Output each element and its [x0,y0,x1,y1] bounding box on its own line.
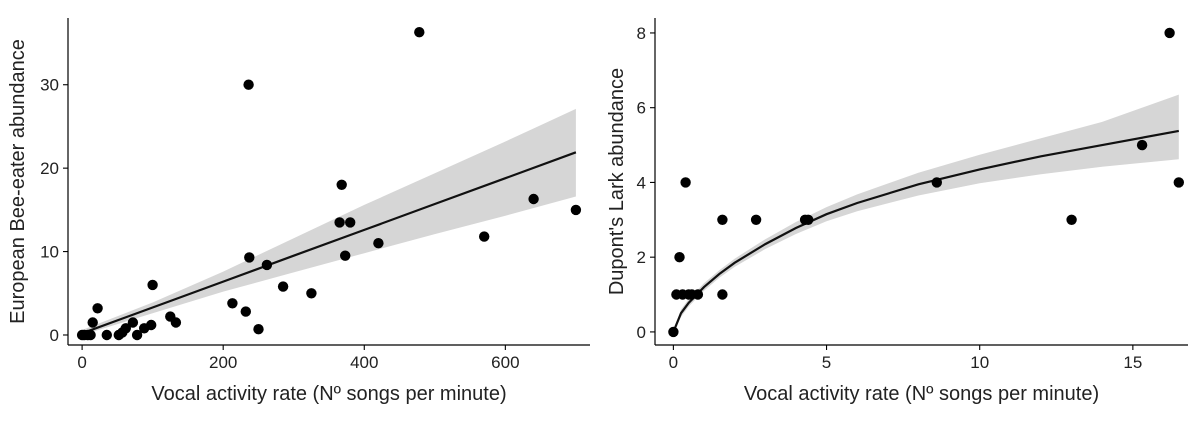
bee-eater-data-point [240,306,251,317]
dupont-lark-data-point [1136,139,1148,151]
bee-eater-data-point [92,303,103,314]
bee-eater-data-point [261,259,273,271]
bee-eater-data-point [243,79,254,90]
bee-eater-data-point [101,329,113,341]
bee-eater-x-axis-title: Vocal activity rate (Nº songs per minute… [151,383,506,405]
dupont-lark-data-point [674,252,685,263]
dupont-lark-data-point [1164,27,1175,39]
dupont-lark-ci-band [673,94,1179,332]
bee-eater-fit-curve [81,151,577,335]
dupont-lark-data-point [1066,214,1077,225]
bee-eater-data-point [227,298,238,309]
dupont-lark-panel: 0 5 10 15 0 2 4 6 8 Vocal activity rate (Nº song… [606,18,1188,405]
bee-eater-y-tick-label: 0 [50,326,59,345]
bee-eater-data-point [87,317,98,328]
bee-eater-data-point [120,323,131,334]
bee-eater-y-tick-label: 10 [40,243,59,262]
dupont-lark-x-axis-title: Vocal activity rate (Nº songs per minute… [744,383,1099,405]
dupont-lark-confidence-band [673,94,1179,332]
bee-eater-data-point [528,193,539,205]
dupont-lark-x-tick-label: 0 [669,353,678,372]
bee-eater-data-point [170,317,182,328]
dupont-lark-axes: 0 5 10 15 0 2 4 6 8 [637,18,1188,372]
dupont-lark-data-point [803,214,814,225]
dupont-lark-data-point [931,177,942,188]
bee-eater-x-tick-label: 600 [491,353,519,372]
bee-eater-data-point [336,179,347,190]
dupont-lark-data-point [680,177,691,188]
dupont-lark-data-point [1173,177,1185,188]
bee-eater-data-point [479,231,490,242]
dupont-lark-data-point [750,214,762,225]
dupont-lark-data-point [692,289,704,300]
bee-eater-x-tick-label: 0 [77,353,86,372]
bee-eater-x-tick-label: 200 [209,353,237,372]
dupont-lark-x-tick-label: 5 [822,353,831,372]
bee-eater-confidence-band [82,108,576,336]
dupont-lark-y-tick-label: 4 [637,173,646,192]
dupont-lark-x-tick-label: 10 [970,353,989,372]
bee-eater-data-point [414,27,425,38]
bee-eater-data-point [253,324,264,335]
bee-eater-data-point [570,204,582,216]
bee-eater-data-point [127,317,139,328]
bee-eater-x-tick-label: 400 [350,353,378,372]
bee-eater-y-axis-title: European Bee-eater abundance [7,39,29,324]
bee-eater-y-tick-label: 30 [40,76,59,95]
dupont-lark-y-tick-label: 6 [637,99,646,118]
bee-eater-data-point [146,319,157,331]
bee-eater-data-point [244,252,255,263]
dupont-lark-points [668,27,1185,338]
bee-eater-y-tick-label: 20 [40,159,59,178]
bee-eater-data-point [373,238,384,249]
bee-eater-data-point [340,250,351,261]
dupont-lark-x-tick-label: 15 [1123,353,1142,372]
dupont-lark-y-tick-label: 8 [637,24,646,43]
bee-eater-data-point [345,217,356,228]
dupont-lark-y-tick-label: 0 [637,323,646,342]
dupont-lark-y-axis-title: Dupont's Lark abundance [606,68,628,295]
bee-eater-ci-band [82,108,576,336]
bee-eater-data-point [334,217,345,228]
dupont-lark-data-point [717,214,728,225]
bee-eater-panel: 0 200 400 600 0 10 20 30 Vocal activity rate (N… [7,18,590,405]
bee-eater-axes: 0 200 400 600 0 10 20 30 [40,18,590,372]
bee-eater-points [76,27,582,341]
bee-eater-data-point [147,279,158,291]
bee-eater-fit-line [81,151,577,335]
bee-eater-data-point [131,329,143,341]
dupont-lark-data-point [668,326,679,338]
bee-eater-data-point [85,329,96,341]
bee-eater-data-point [277,281,289,292]
dupont-lark-y-tick-label: 2 [637,248,646,267]
bee-eater-data-point [306,288,317,299]
dupont-lark-data-point [717,289,728,300]
